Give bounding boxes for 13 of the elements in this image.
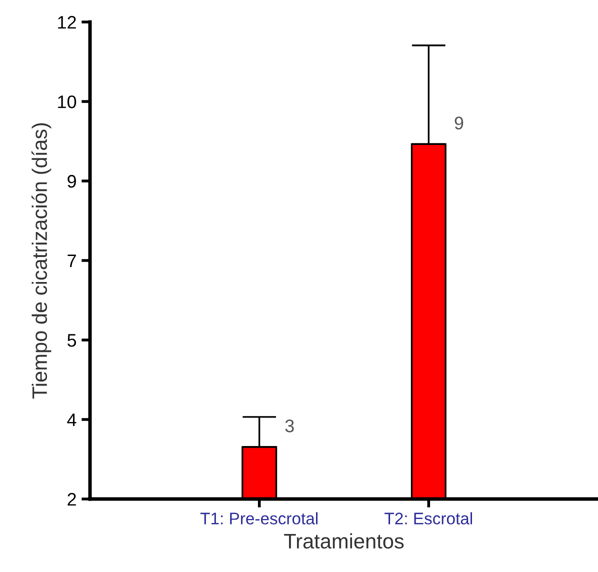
x-tick-label: T2: Escrotal — [384, 512, 472, 524]
data-label: 3 — [285, 420, 294, 432]
x-axis-title: Tratamientos — [284, 533, 404, 549]
y-axis-title: Tiempo de cicatrización (días) — [32, 123, 52, 399]
y-tick-label: 10 — [58, 95, 76, 108]
y-tick-label: 2 — [68, 492, 76, 506]
y-tick-label: 5 — [67, 334, 76, 347]
y-tick-label: 9 — [68, 174, 76, 188]
y-tick-label: 12 — [58, 16, 76, 29]
y-tick-label: 4 — [67, 414, 76, 426]
x-tick-label: T1: Pre-escrotal — [200, 512, 318, 524]
y-tick-label: 7 — [68, 254, 76, 268]
data-label: 9 — [454, 116, 464, 130]
